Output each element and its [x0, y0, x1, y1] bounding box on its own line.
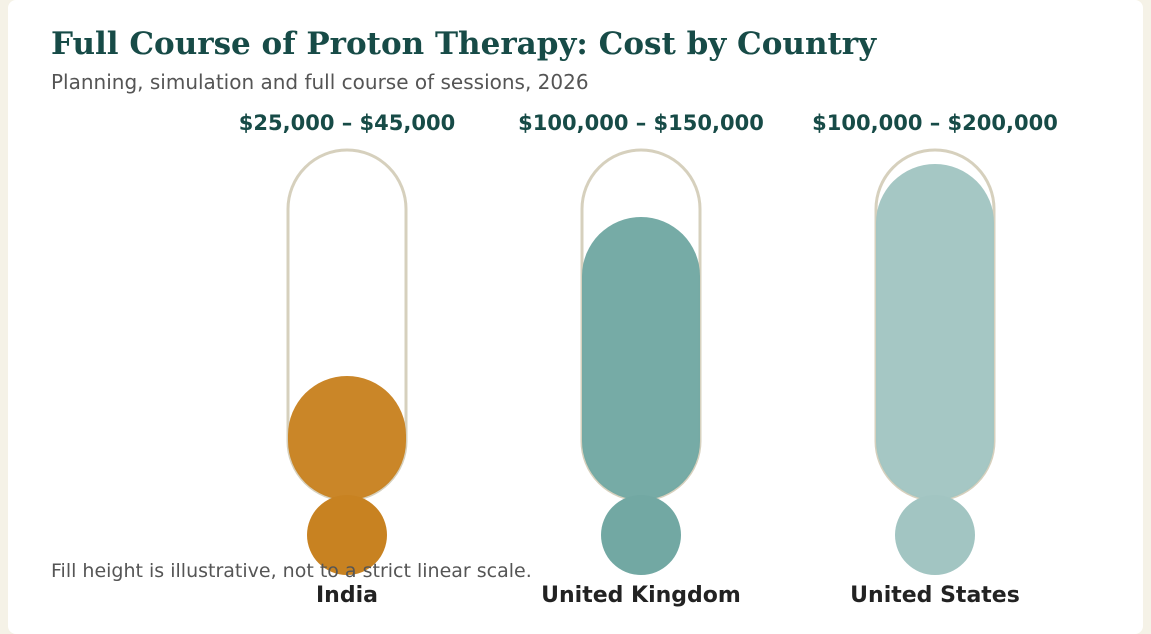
thermometer-india: $25,000 – $45,000 India — [239, 111, 455, 608]
thermometer-united-states: $100,000 – $200,000 United States — [812, 111, 1058, 608]
fill-bar-united-kingdom — [582, 217, 700, 500]
fill-bar-united-states — [876, 164, 994, 500]
range-label-united-kingdom: $100,000 – $150,000 — [518, 111, 764, 135]
range-label-india: $25,000 – $45,000 — [239, 111, 455, 135]
category-label-united-kingdom: United Kingdom — [541, 583, 741, 608]
thermometer-united-kingdom: $100,000 – $150,000 United Kingdom — [518, 111, 764, 608]
bulb-india — [307, 495, 387, 575]
range-label-united-states: $100,000 – $200,000 — [812, 111, 1058, 135]
chart-title: Full Course of Proton Therapy: Cost by C… — [51, 26, 877, 62]
category-label-united-states: United States — [850, 583, 1020, 608]
bulb-united-states — [895, 495, 975, 575]
category-label-india: India — [316, 583, 378, 608]
fill-bar-india — [288, 376, 406, 500]
chart-subtitle: Planning, simulation and full course of … — [51, 70, 589, 94]
bulb-united-kingdom — [601, 495, 681, 575]
footnote: Fill height is illustrative, not to a st… — [51, 560, 532, 582]
